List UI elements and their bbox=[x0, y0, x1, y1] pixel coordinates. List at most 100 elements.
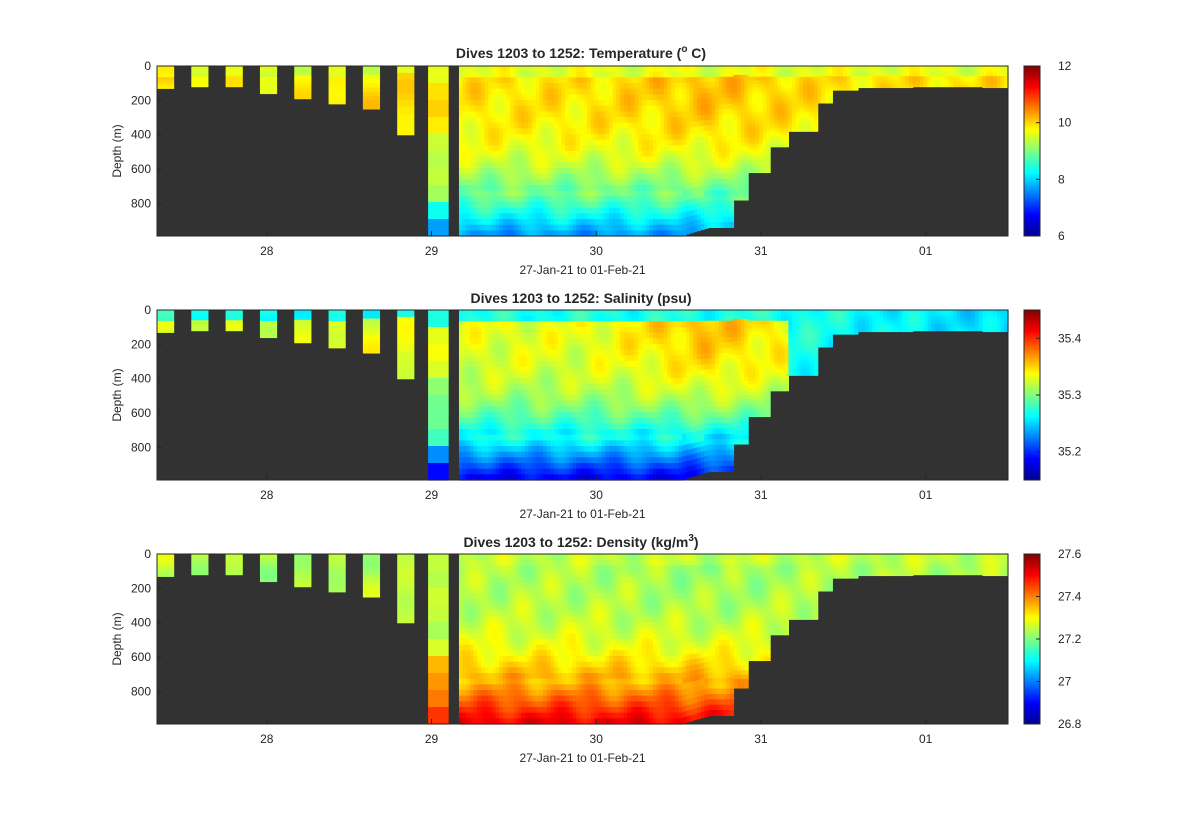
dive-cell bbox=[956, 72, 962, 74]
dive-cell bbox=[879, 78, 885, 80]
dive-cell bbox=[532, 94, 537, 101]
dive-cell bbox=[1004, 73, 1009, 76]
dive-cell bbox=[506, 117, 511, 124]
dive-cell bbox=[740, 88, 746, 94]
dive-cell bbox=[868, 69, 874, 71]
dive-cell bbox=[1004, 76, 1009, 79]
dive-cell bbox=[839, 84, 844, 86]
dive-cell bbox=[759, 129, 764, 135]
dive-cell bbox=[777, 90, 782, 94]
dive-cell bbox=[583, 207, 588, 214]
dive-cell bbox=[865, 75, 870, 77]
dive-cell bbox=[462, 122, 467, 129]
dive-cell bbox=[938, 81, 943, 83]
dive-cell bbox=[803, 122, 808, 126]
dive-cell bbox=[938, 74, 943, 76]
dive-cell bbox=[506, 168, 511, 175]
dive-cell bbox=[934, 72, 940, 74]
dive-cell bbox=[843, 78, 848, 81]
dive-cell bbox=[795, 81, 800, 85]
dive-cell bbox=[997, 74, 1002, 76]
dive-cell bbox=[693, 82, 698, 89]
dive-cell bbox=[543, 230, 548, 237]
dive-cell bbox=[466, 474, 471, 481]
dive-cell bbox=[521, 88, 526, 95]
dive-cell bbox=[700, 93, 705, 100]
dive-cell bbox=[612, 139, 617, 146]
dive-cell bbox=[528, 179, 533, 186]
dive-cell bbox=[894, 83, 899, 86]
dive-cell bbox=[967, 77, 972, 79]
dive-cell bbox=[480, 88, 486, 95]
dive-cell bbox=[795, 89, 800, 93]
dive-cell bbox=[850, 79, 855, 82]
dive-cell bbox=[887, 71, 892, 73]
dive-cell bbox=[579, 224, 585, 231]
dive-cell bbox=[583, 173, 588, 180]
dive-cell bbox=[934, 82, 940, 84]
dive-cell bbox=[616, 196, 621, 203]
dive-cell bbox=[652, 219, 658, 226]
dive-cell bbox=[964, 71, 969, 73]
temperature-heatmap bbox=[156, 65, 1009, 237]
dive-cell bbox=[806, 66, 811, 69]
dive-cell bbox=[462, 389, 467, 396]
dive-cell bbox=[565, 77, 570, 84]
dive-cell bbox=[726, 87, 731, 94]
dive-cell bbox=[568, 77, 574, 84]
dive-cell bbox=[700, 202, 705, 209]
dive-cell bbox=[978, 74, 983, 77]
dive-cell bbox=[770, 95, 775, 99]
dive-cell bbox=[689, 127, 694, 134]
dive-cell bbox=[923, 80, 929, 82]
dive-cell bbox=[953, 82, 958, 84]
dive-cell bbox=[967, 79, 972, 82]
dive-cell bbox=[568, 224, 574, 231]
dive-cell bbox=[682, 88, 687, 95]
dive-cell bbox=[225, 66, 243, 69]
dive-cell bbox=[428, 446, 449, 464]
dive-cell bbox=[565, 173, 570, 180]
dive-cell bbox=[157, 321, 175, 324]
dive-cell bbox=[971, 70, 976, 72]
dive-cell bbox=[726, 168, 731, 175]
dive-cell bbox=[729, 87, 735, 94]
dive-cell bbox=[909, 76, 914, 78]
dive-cell bbox=[294, 316, 312, 321]
dive-cell bbox=[535, 179, 541, 186]
dive-cell bbox=[627, 202, 632, 209]
dive-cell bbox=[894, 73, 899, 76]
dive-cell bbox=[824, 89, 830, 92]
dive-cell bbox=[814, 118, 819, 121]
dive-cell bbox=[660, 151, 665, 158]
dive-cell bbox=[685, 110, 691, 117]
dive-cell bbox=[674, 173, 680, 180]
dive-cell bbox=[839, 70, 844, 73]
dive-cell bbox=[890, 68, 896, 71]
dive-cell bbox=[861, 71, 866, 73]
dive-cell bbox=[923, 66, 929, 68]
dive-cell bbox=[989, 83, 994, 85]
dive-cell bbox=[810, 79, 815, 82]
dive-cell bbox=[956, 74, 962, 77]
dive-cell bbox=[259, 312, 278, 317]
dive-cell bbox=[762, 83, 768, 88]
dive-cell bbox=[982, 72, 987, 74]
dive-cell bbox=[982, 69, 987, 71]
dive-cell bbox=[751, 144, 757, 149]
dive-cell bbox=[466, 463, 471, 470]
dive-cell bbox=[953, 69, 958, 71]
dive-cell bbox=[792, 85, 797, 89]
dive-cell bbox=[887, 70, 892, 72]
dive-cell bbox=[466, 100, 471, 107]
dive-cell bbox=[872, 79, 877, 81]
dive-cell bbox=[865, 81, 870, 83]
dive-cell bbox=[989, 76, 994, 78]
dive-cell bbox=[931, 75, 936, 77]
dive-cell bbox=[872, 82, 877, 84]
dive-cell bbox=[722, 222, 727, 229]
dive-cell bbox=[652, 145, 658, 152]
dive-cell bbox=[784, 141, 789, 145]
dive-cell bbox=[986, 78, 991, 80]
dive-cell bbox=[909, 71, 914, 74]
